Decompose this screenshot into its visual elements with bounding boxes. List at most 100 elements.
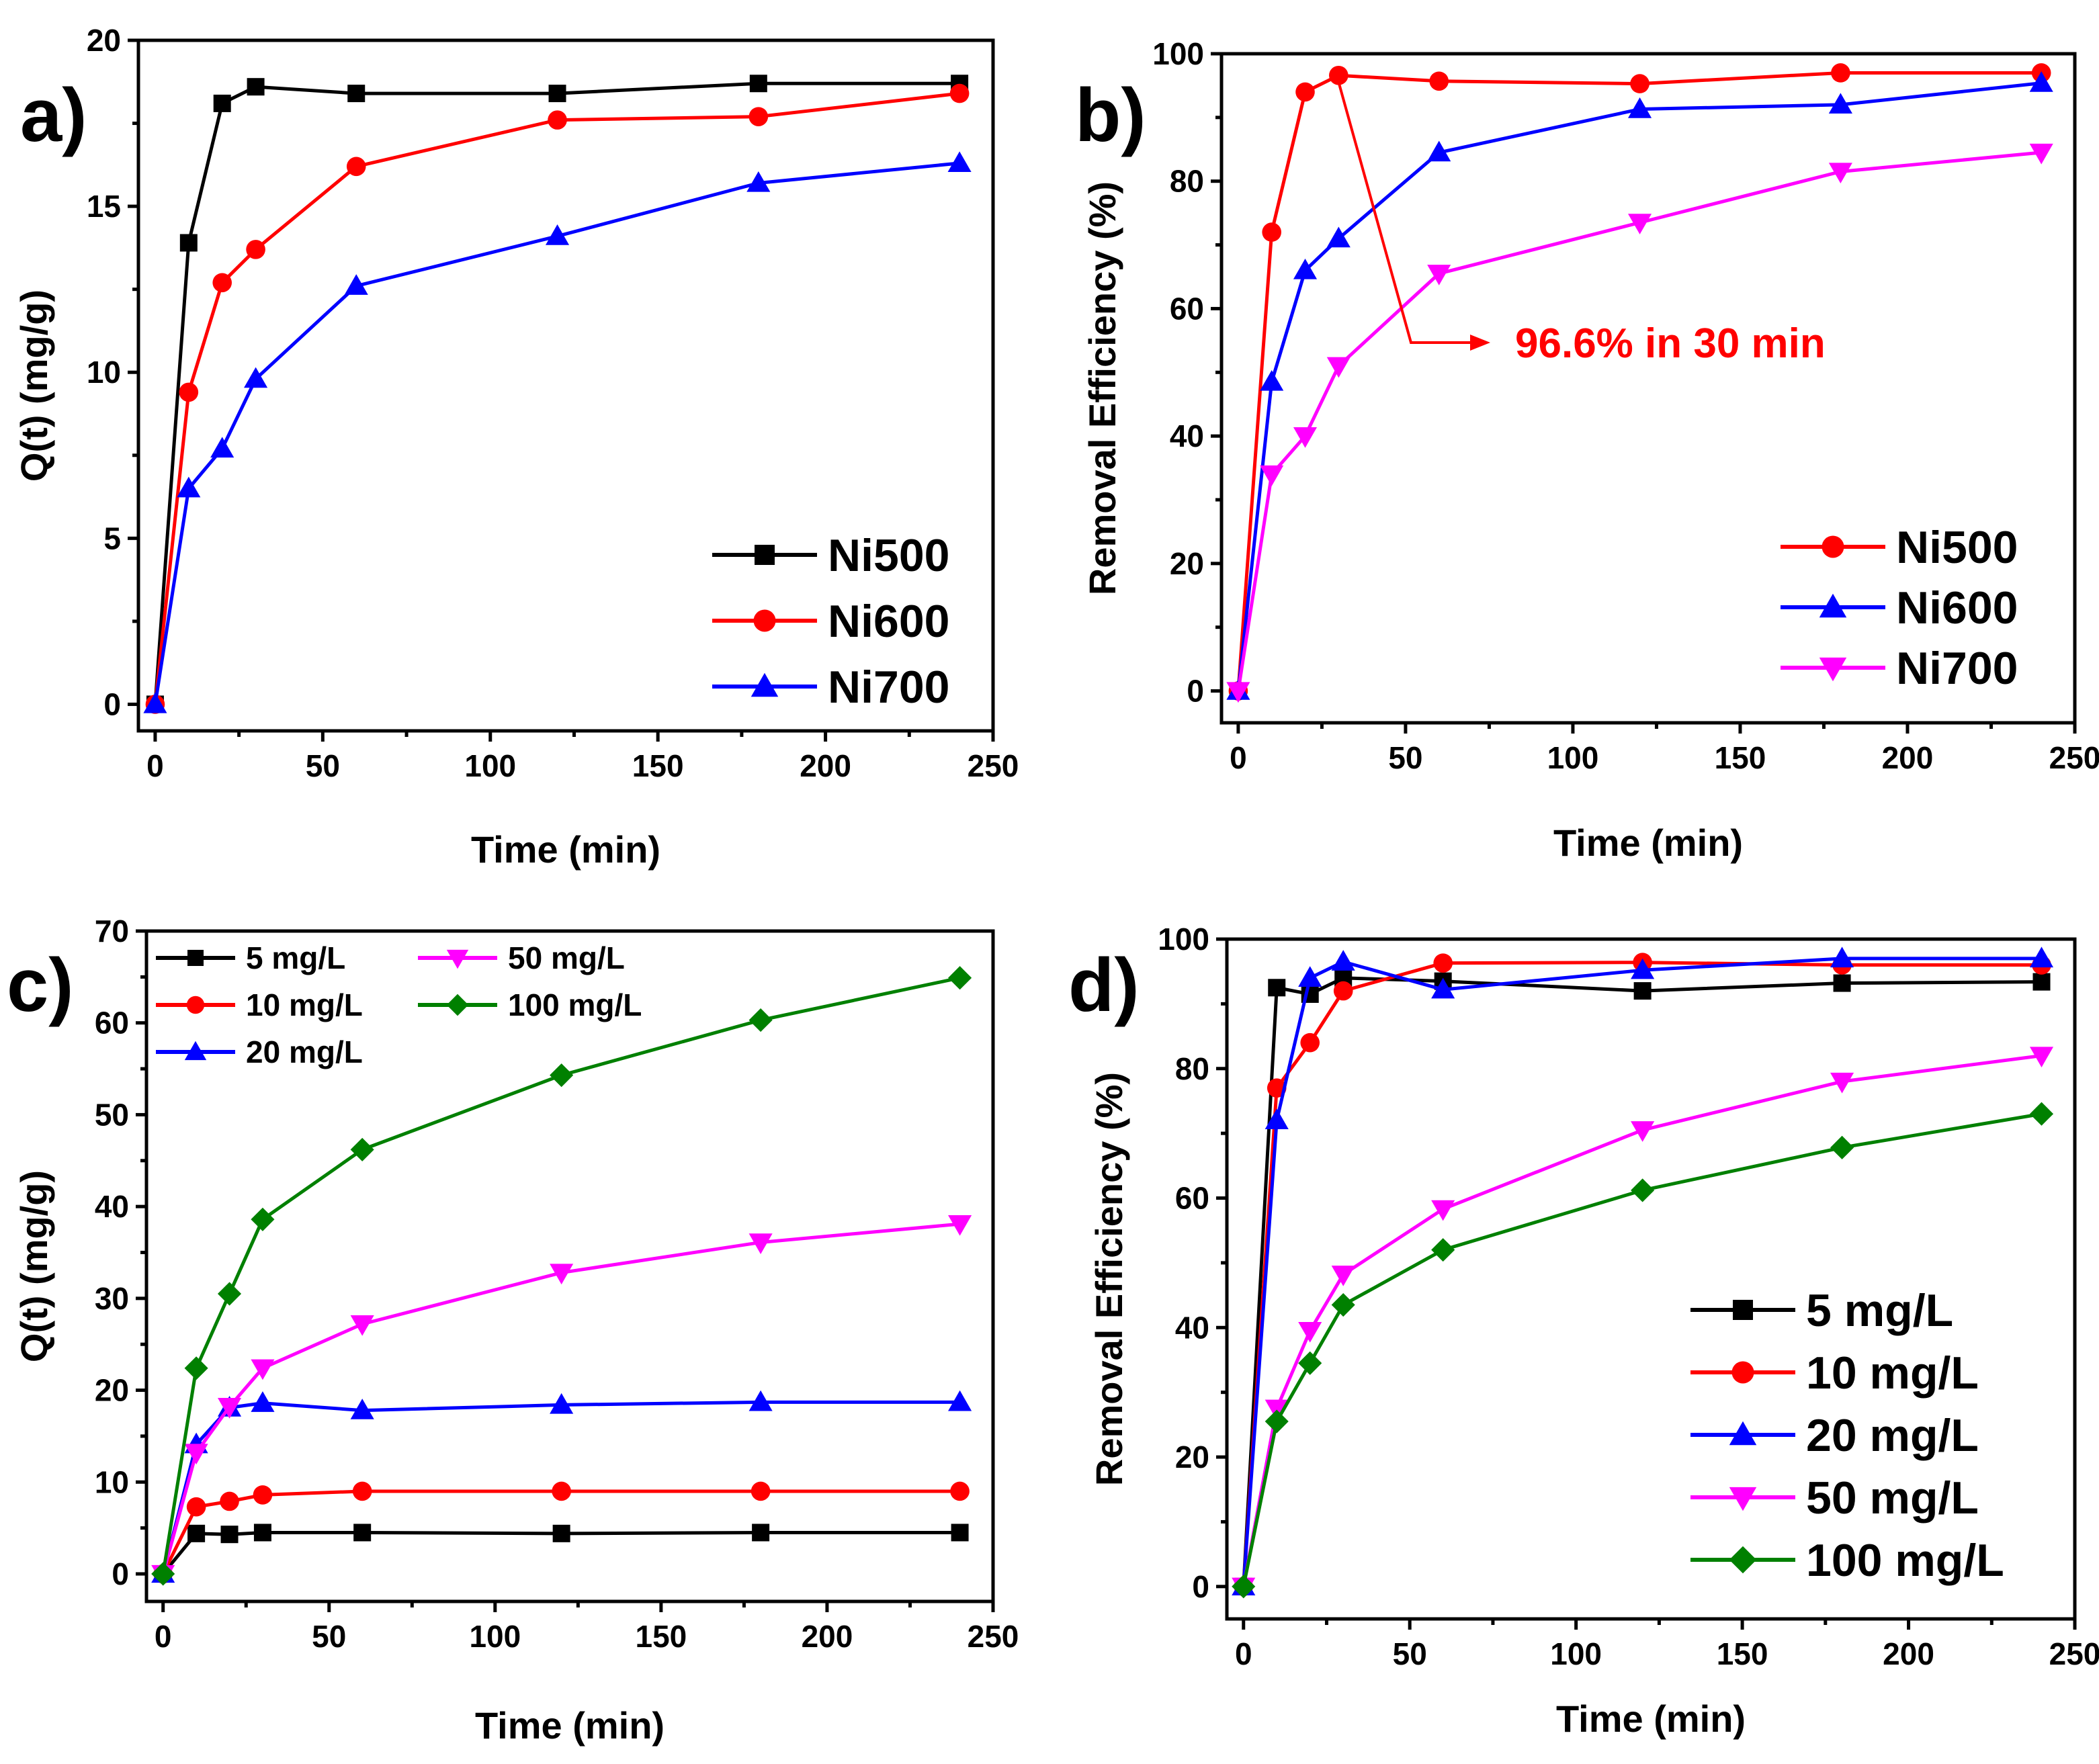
data-point-ni500 <box>1429 71 1449 91</box>
data-point-ni600 <box>1427 140 1451 162</box>
x-tick-label: 100 <box>469 1619 521 1654</box>
legend-label: 100 mg/L <box>1806 1535 2004 1586</box>
legend-marker <box>751 672 779 697</box>
legend-label: 20 mg/L <box>1806 1410 1979 1461</box>
data-point-20-mg-l <box>1830 946 1854 968</box>
data-point-100-mg-l <box>350 1137 374 1161</box>
data-point-100-mg-l <box>184 1356 208 1380</box>
legend-marker <box>1731 1361 1754 1384</box>
y-tick-label: 80 <box>1170 164 1204 199</box>
data-point-50-mg-l <box>350 1315 374 1336</box>
data-point-ni600 <box>1326 226 1351 248</box>
data-point-100-mg-l <box>748 1008 773 1032</box>
x-tick-label: 250 <box>2049 740 2099 775</box>
data-point-50-mg-l <box>1298 1321 1322 1343</box>
data-point-ni500 <box>1329 65 1348 85</box>
data-point-ni600 <box>346 157 366 177</box>
data-point-10-mg-l <box>950 1481 970 1501</box>
data-point-ni500 <box>1831 63 1850 83</box>
data-point-50-mg-l <box>1830 1072 1854 1094</box>
data-point-ni700 <box>2029 143 2053 165</box>
data-point-10-mg-l <box>220 1491 239 1511</box>
data-point-5-mg-l <box>752 1524 770 1542</box>
data-point-5-mg-l <box>220 1526 239 1544</box>
data-point-20-mg-l <box>948 1390 972 1411</box>
legend-label: Ni700 <box>1896 643 2018 694</box>
data-point-ni500 <box>1262 222 1282 242</box>
data-point-10-mg-l <box>1300 1032 1320 1053</box>
data-point-20-mg-l <box>1298 966 1322 987</box>
x-tick-label: 0 <box>146 748 164 783</box>
series-line-ni500 <box>153 81 960 705</box>
annotation-arrow-head <box>1470 335 1490 351</box>
legend-label: Ni700 <box>828 662 949 713</box>
x-tick-label: 50 <box>312 1619 346 1654</box>
y-tick-label: 10 <box>87 355 121 390</box>
legend-marker <box>187 950 204 966</box>
panel-d: 0 50 100 150 200 250 0 20 40 60 80 100 Time (min) Rem… <box>1068 922 2099 1740</box>
series-line-100-mg-l <box>1242 1112 2042 1587</box>
series-line-20-mg-l <box>161 1400 960 1575</box>
legend-label: 5 mg/L <box>1806 1285 1953 1336</box>
data-point-100-mg-l <box>217 1282 242 1306</box>
data-point-ni600 <box>1828 93 1852 114</box>
data-point-ni600 <box>548 110 567 130</box>
data-point-10-mg-l <box>552 1481 571 1501</box>
data-point-ni700 <box>210 437 234 458</box>
y-axis-title: Removal Efficiency (%) <box>1088 1072 1130 1486</box>
data-point-ni600 <box>246 240 265 259</box>
y-tick-label: 70 <box>95 914 129 949</box>
legend-marker <box>186 996 205 1014</box>
legend-marker <box>1729 1546 1757 1574</box>
data-point-ni700 <box>1326 357 1351 378</box>
legend-marker <box>184 1041 207 1061</box>
data-point-5-mg-l <box>2032 973 2051 991</box>
data-point-10-mg-l <box>1333 981 1353 1001</box>
data-point-ni700 <box>947 151 972 173</box>
series-ni700 <box>143 151 972 713</box>
data-point-ni600 <box>179 382 199 402</box>
annotation-text: 96.6% in 30 min <box>1515 320 1826 367</box>
data-point-100-mg-l <box>1431 1238 1455 1262</box>
data-point-ni500 <box>1630 74 1650 93</box>
legend-marker <box>446 949 469 969</box>
series-10-mg-l <box>153 1481 970 1584</box>
x-tick-label: 50 <box>306 748 340 783</box>
legend-label: 10 mg/L <box>246 987 363 1022</box>
data-point-50-mg-l <box>2029 1047 2054 1068</box>
series-line-ni700 <box>153 161 960 705</box>
data-point-50-mg-l <box>1631 1121 1655 1142</box>
legend-marker <box>1819 593 1847 618</box>
y-tick-label: 20 <box>95 1373 129 1408</box>
data-point-100-mg-l <box>1298 1351 1322 1375</box>
x-tick-label: 250 <box>968 748 1019 783</box>
data-point-5-mg-l <box>951 1524 969 1542</box>
data-point-ni600 <box>212 273 232 293</box>
y-tick-label: 40 <box>1175 1310 1209 1345</box>
data-point-10-mg-l <box>352 1481 372 1501</box>
y-tick-label: 20 <box>1170 546 1204 581</box>
series-line-ni600 <box>153 91 960 705</box>
legend-entry-50-mg-l: 50 mg/L <box>1690 1472 1979 1524</box>
data-point-100-mg-l <box>251 1207 275 1231</box>
legend-entry-5-mg-l: 5 mg/L <box>156 940 345 975</box>
series-line-ni500 <box>1236 71 2042 691</box>
data-point-ni600 <box>2029 71 2053 92</box>
data-point-10-mg-l <box>751 1481 771 1501</box>
series-20-mg-l <box>151 1390 972 1583</box>
data-point-ni600 <box>748 107 769 126</box>
x-tick-label: 50 <box>1393 1636 1427 1671</box>
y-tick-label: 100 <box>1158 922 1209 957</box>
data-point-ni700 <box>1828 163 1852 184</box>
y-tick-label: 0 <box>1187 674 1204 709</box>
legend-label: 50 mg/L <box>508 940 625 975</box>
y-tick-label: 20 <box>87 23 121 58</box>
data-point-ni700 <box>244 367 268 388</box>
data-point-ni600 <box>1260 369 1284 391</box>
series-line-20-mg-l <box>1242 957 2042 1587</box>
x-tick-label: 150 <box>636 1619 687 1654</box>
data-point-100-mg-l <box>2029 1102 2054 1126</box>
panel-label: b) <box>1075 73 1146 157</box>
data-point-50-mg-l <box>217 1398 242 1419</box>
